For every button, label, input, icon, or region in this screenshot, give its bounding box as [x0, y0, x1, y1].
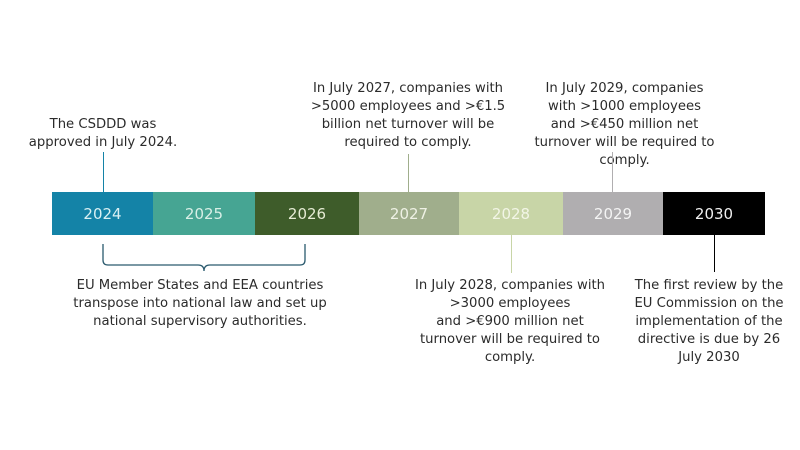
segment-2030: 2030: [663, 192, 765, 235]
segment-2024: 2024: [52, 192, 153, 235]
note-july-2029: In July 2029, companies with >1000 emplo…: [522, 80, 727, 170]
note-line: comply.: [599, 153, 650, 168]
segment-2029: 2029: [563, 192, 663, 235]
year-label: 2027: [389, 204, 429, 223]
note-line: and >€900 million net: [436, 314, 584, 329]
segment-2027: 2027: [359, 192, 459, 235]
year-label: 2026: [287, 204, 327, 223]
note-line: The CSDDD was: [49, 117, 157, 132]
segment-2025: 2025: [153, 192, 255, 235]
year-label: 2029: [593, 204, 633, 223]
note-july-2027: In July 2027, companies with >5000 emplo…: [293, 80, 523, 152]
year-label: 2030: [694, 204, 734, 223]
connector-2029: [612, 152, 613, 192]
connector-2027: [408, 154, 409, 192]
year-label: 2024: [83, 204, 122, 223]
note-first-review-2030: The first review by the EU Commission on…: [620, 277, 798, 367]
note-line: turnover will be required to: [419, 332, 600, 347]
note-transposition: EU Member States and EEA countries trans…: [50, 277, 350, 331]
note-line: with >1000 employees: [548, 99, 701, 114]
note-line: turnover will be required to: [534, 135, 715, 150]
segment-2028: 2028: [459, 192, 563, 235]
note-line: July 2030: [678, 350, 740, 365]
year-label: 2025: [184, 204, 224, 223]
note-line: >3000 employees: [449, 296, 571, 311]
note-line: and >€450 million net: [550, 117, 699, 132]
note-line: >5000 employees and >€1.5: [310, 99, 506, 114]
note-line: comply.: [484, 350, 536, 365]
segment-2026: 2026: [255, 192, 359, 235]
note-line: EU Commission on the: [634, 296, 784, 311]
note-line: EU Member States and EEA countries: [76, 278, 324, 293]
note-line: In July 2027, companies with: [312, 81, 504, 96]
note-line: directive is due by 26: [637, 332, 781, 347]
connector-2028: [511, 235, 512, 273]
note-csddd-approved: The CSDDD was approved in July 2024.: [18, 116, 188, 152]
note-line: In July 2029, companies: [545, 81, 704, 96]
connector-2024: [103, 152, 104, 192]
year-label: 2028: [491, 204, 531, 223]
note-line: transpose into national law and set up: [73, 296, 327, 311]
note-line: national supervisory authorities.: [93, 314, 307, 329]
note-line: billion net turnover will be: [321, 117, 495, 132]
note-line: In July 2028, companies with: [414, 278, 606, 293]
connector-2030: [714, 235, 715, 272]
note-line: required to comply.: [344, 135, 472, 150]
bracket-2024-2026: [102, 244, 306, 272]
note-line: approved in July 2024.: [28, 135, 178, 150]
note-july-2028: In July 2028, companies with >3000 emplo…: [400, 277, 620, 367]
note-line: implementation of the: [635, 314, 783, 329]
note-line: The first review by the: [634, 278, 784, 293]
